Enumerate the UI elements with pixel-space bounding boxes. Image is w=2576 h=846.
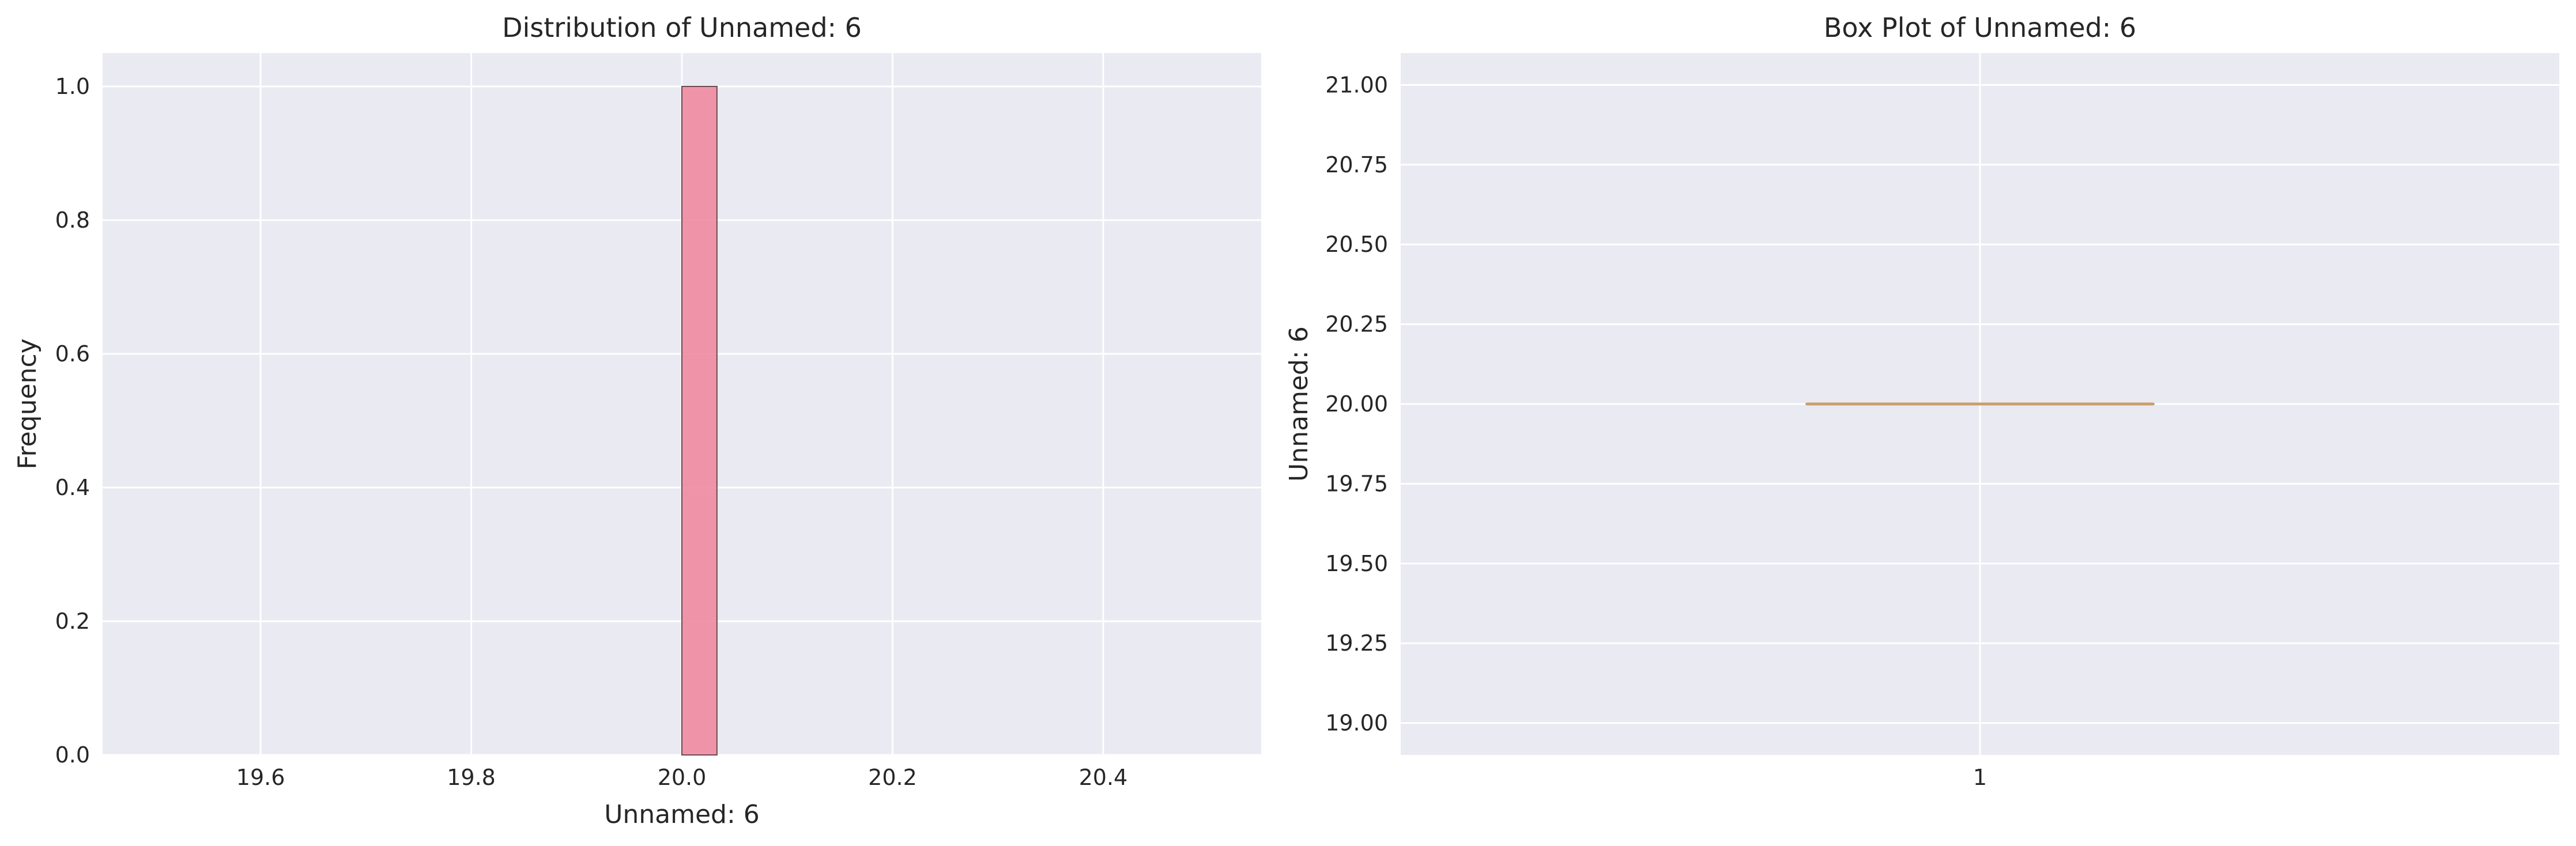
histogram-title: Distribution of Unnamed: 6 bbox=[502, 12, 862, 43]
histogram-bars bbox=[681, 86, 718, 756]
boxplot-y-tick-label: 21.00 bbox=[1325, 72, 1388, 97]
histogram-x-ticks: 19.6 19.8 20.0 20.2 20.4 bbox=[236, 765, 1127, 790]
histogram-x-tick-label: 20.4 bbox=[1079, 765, 1128, 790]
histogram-x-tick-label: 20.2 bbox=[868, 765, 917, 790]
boxplot-x-tick-label: 1 bbox=[1973, 765, 1987, 790]
boxplot-y-tick-label: 20.00 bbox=[1325, 391, 1388, 417]
histogram-y-tick-label: 0.8 bbox=[55, 207, 90, 233]
histogram-bar bbox=[681, 86, 718, 756]
histogram-y-ticks: 0.0 0.2 0.4 0.6 0.8 1.0 bbox=[55, 74, 90, 768]
histogram-panel: 19.6 19.8 20.0 20.2 20.4 0.00.20.40.60.81.0 … bbox=[13, 12, 1261, 829]
histogram-x-tick-label: 20.0 bbox=[658, 765, 707, 790]
boxplot-y-tick-label: 20.75 bbox=[1325, 152, 1388, 177]
boxplot-y-tick-label: 19.25 bbox=[1325, 630, 1388, 656]
boxplot-y-ticks: 19.00 19.25 19.50 19.75 20.00 20.25 20.50 20.75… bbox=[1325, 72, 1388, 735]
boxplot-y-tick-label: 19.50 bbox=[1325, 551, 1388, 576]
histogram-y-tick-label: 0.0 bbox=[55, 742, 90, 768]
boxplot-x-ticks: 1 bbox=[1973, 765, 1987, 790]
histogram-y-axis-label: Frequency bbox=[13, 338, 42, 469]
histogram-y-tick-label: 0.6 bbox=[55, 341, 90, 367]
histogram-x-tick-label: 19.8 bbox=[447, 765, 496, 790]
histogram-y-tick-label: 0.2 bbox=[55, 609, 90, 634]
boxplot-title: Box Plot of Unnamed: 6 bbox=[1824, 12, 2136, 43]
histogram-x-axis-label: Unnamed: 6 bbox=[604, 800, 760, 829]
boxplot-y-tick-label: 20.25 bbox=[1325, 312, 1388, 337]
boxplot-y-tick-label: 19.75 bbox=[1325, 471, 1388, 496]
boxplot-panel: 1 19.00 19.25 19.50 19.75 20.00 20.25 20.50 20.… bbox=[1284, 12, 2559, 790]
histogram-y-tick-label: 0.4 bbox=[55, 475, 90, 500]
boxplot-y-axis-label: Unnamed: 6 bbox=[1284, 326, 1314, 482]
histogram-x-tick-label: 19.6 bbox=[236, 765, 285, 790]
boxplot-y-tick-label: 20.50 bbox=[1325, 232, 1388, 257]
boxplot-y-tick-label: 19.00 bbox=[1325, 711, 1388, 736]
histogram-y-tick-label: 1.0 bbox=[55, 74, 90, 99]
